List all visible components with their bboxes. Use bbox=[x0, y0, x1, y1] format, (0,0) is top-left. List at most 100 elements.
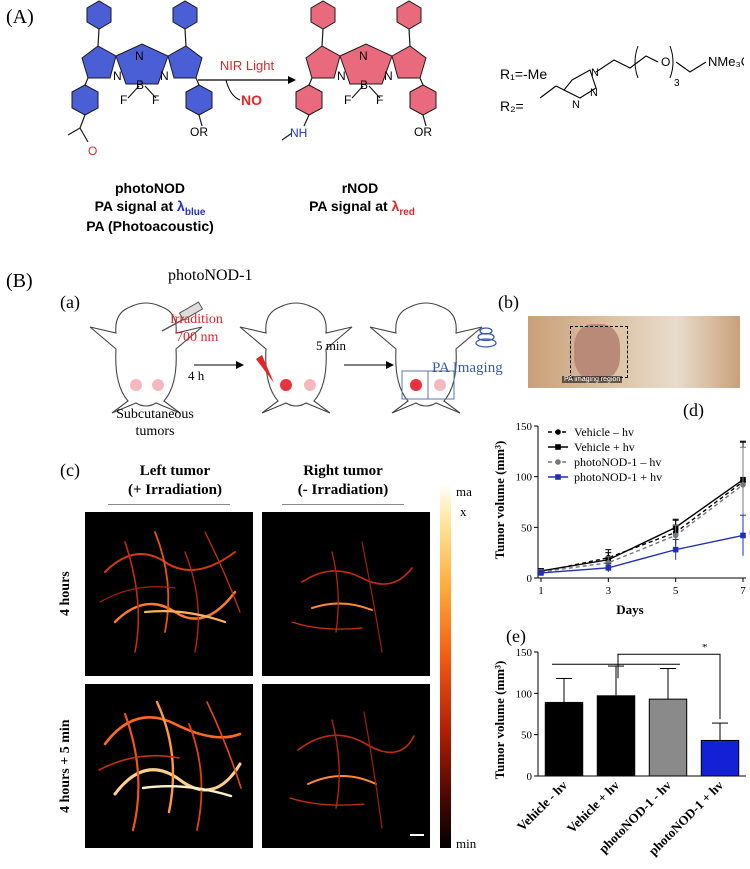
col-left-rule bbox=[108, 504, 230, 505]
atom-n-plus: N bbox=[160, 69, 169, 83]
panel-b-a-label: (a) bbox=[60, 292, 80, 312]
repeat-count: 3 bbox=[674, 78, 680, 89]
bar-3 bbox=[700, 739, 740, 777]
panel-a-label: (A) bbox=[6, 6, 34, 28]
r1-group: R₁=-Me bbox=[500, 66, 548, 82]
r-atom-f-left: F bbox=[344, 93, 351, 107]
pa-image-left-4h5min bbox=[85, 684, 253, 848]
series-line-2 bbox=[540, 484, 744, 573]
pa-note: PA (Photoacoustic) bbox=[86, 218, 214, 234]
reaction-label: NIR Light bbox=[219, 58, 275, 73]
scale-max-2: x bbox=[460, 504, 467, 519]
series-point-3 bbox=[538, 570, 544, 576]
tumors-label: Subcutaneous tumors bbox=[116, 407, 194, 439]
r-atom-nh: NH bbox=[290, 126, 307, 140]
pa-image-right-4h bbox=[262, 512, 430, 676]
chart-e-label: (e) bbox=[506, 626, 526, 646]
lambda-red: λred bbox=[391, 198, 415, 218]
photonod-signal: PA signal at λblue bbox=[60, 198, 240, 218]
lambda-blue: λblue bbox=[177, 198, 206, 218]
panel-b-b-label: (b) bbox=[498, 292, 519, 312]
legend-label-0: Vehicle – hv bbox=[574, 425, 634, 439]
legend-marker-0 bbox=[555, 429, 561, 435]
line-chart-xtick-label: 5 bbox=[673, 585, 679, 597]
r-atom-or: OR bbox=[414, 125, 432, 139]
atom-or: OR bbox=[190, 125, 208, 139]
time-4h: 4 h bbox=[188, 368, 205, 383]
bar-chart-ylabel: Tumor volume (mm³) bbox=[492, 661, 507, 780]
pa-image-left-4h bbox=[85, 512, 253, 676]
chart-d-label: (d) bbox=[683, 400, 704, 420]
bar-2 bbox=[648, 698, 688, 777]
col-right-rule bbox=[282, 504, 404, 505]
mouse-photo: PA imaging region bbox=[528, 316, 740, 388]
legend-label-1: Vehicle + hv bbox=[574, 440, 635, 454]
tumor-region bbox=[574, 324, 620, 380]
agent-label: photoNOD-1 bbox=[168, 267, 253, 284]
color-scale-bar bbox=[440, 484, 451, 848]
imaging-region-box bbox=[570, 326, 628, 378]
bar-1 bbox=[596, 695, 636, 777]
series-point-3 bbox=[672, 546, 679, 553]
photonod-name: photoNOD bbox=[115, 180, 185, 196]
bar-chart-ytick-label: 0 bbox=[527, 771, 533, 783]
line-chart-ytick-label: 0 bbox=[527, 573, 533, 585]
atom-f-left: F bbox=[120, 93, 127, 107]
row-4-hours: 4 hours bbox=[58, 571, 73, 617]
r2-group: R₂= bbox=[500, 98, 524, 114]
atom-n-left: N bbox=[113, 69, 122, 83]
pa-image-right-4h5min bbox=[262, 684, 430, 848]
line-chart-ylabel: Tumor volume (mm³) bbox=[492, 441, 507, 560]
r-atom-b: B bbox=[360, 78, 368, 92]
r2-structure: N N N O 3 NMe₃Cl bbox=[539, 45, 744, 111]
row-4h-5min: 4 hours + 5 min bbox=[58, 719, 73, 813]
atom-n-top: N bbox=[135, 49, 144, 63]
col-left-tumor: Left tumor (+ Irradiation) bbox=[128, 463, 222, 498]
vessels-right-4h5min bbox=[289, 711, 415, 829]
line-chart-xtick-label: 1 bbox=[538, 585, 544, 597]
workflow-schematic bbox=[89, 301, 497, 414]
wavelength-label: 700 nm bbox=[176, 330, 219, 345]
series-line-0 bbox=[540, 481, 744, 573]
atom-f-right: F bbox=[152, 93, 159, 107]
byproduct-no: NO bbox=[241, 92, 262, 108]
legend-label-3: photoNOD-1 + hv bbox=[574, 470, 662, 484]
bar-category-label-0: Vehicle - hv bbox=[514, 777, 571, 834]
series-line-1 bbox=[540, 479, 744, 572]
bar-0 bbox=[544, 701, 584, 777]
series-point-2 bbox=[740, 481, 746, 488]
atom-b: B bbox=[136, 78, 144, 92]
legend-label-2: photoNOD-1 – hv bbox=[574, 455, 661, 469]
line-chart-ytick-label: 50 bbox=[521, 522, 533, 534]
legend-marker-2 bbox=[555, 459, 561, 465]
vessels-left-4h bbox=[99, 531, 241, 653]
panel-c-label: (c) bbox=[60, 460, 80, 480]
line-chart-xtick-label: 7 bbox=[740, 585, 746, 597]
col-right-tumor: Right tumor (- Irradiation) bbox=[297, 463, 389, 498]
line-chart-ytick-label: 150 bbox=[516, 421, 533, 433]
line-chart-xlabel: Days bbox=[616, 602, 643, 617]
series-line-3 bbox=[540, 534, 744, 574]
r-atom-n-top: N bbox=[359, 49, 368, 63]
photonod-signal-prefix: PA signal at bbox=[94, 198, 178, 214]
scale-min: min bbox=[456, 836, 477, 851]
panel-b-label: (B) bbox=[6, 270, 33, 292]
rnod-structure: N N B N F F NH OR bbox=[281, 0, 437, 141]
triazole-n2: N bbox=[590, 87, 598, 99]
line-chart-ytick-label: 100 bbox=[516, 472, 533, 484]
irradiation-label: Irradition bbox=[170, 312, 223, 327]
line-chart-xtick-label: 3 bbox=[606, 585, 612, 597]
legend-marker-1 bbox=[555, 444, 561, 450]
bar-chart-significance: * bbox=[702, 644, 708, 653]
scale-max-1: ma bbox=[456, 484, 472, 499]
reaction-arrow bbox=[198, 76, 296, 101]
scale-bar bbox=[410, 834, 424, 836]
rnod-name: rNOD bbox=[341, 180, 379, 196]
bar-chart-ytick-label: 100 bbox=[516, 688, 533, 700]
photonod-structure: N N B N F F O OR bbox=[67, 0, 213, 158]
vessels-left-4h5min bbox=[98, 700, 242, 832]
rnod-signal: PA signal at λred bbox=[272, 198, 452, 218]
triazole-n3: N bbox=[572, 99, 580, 111]
